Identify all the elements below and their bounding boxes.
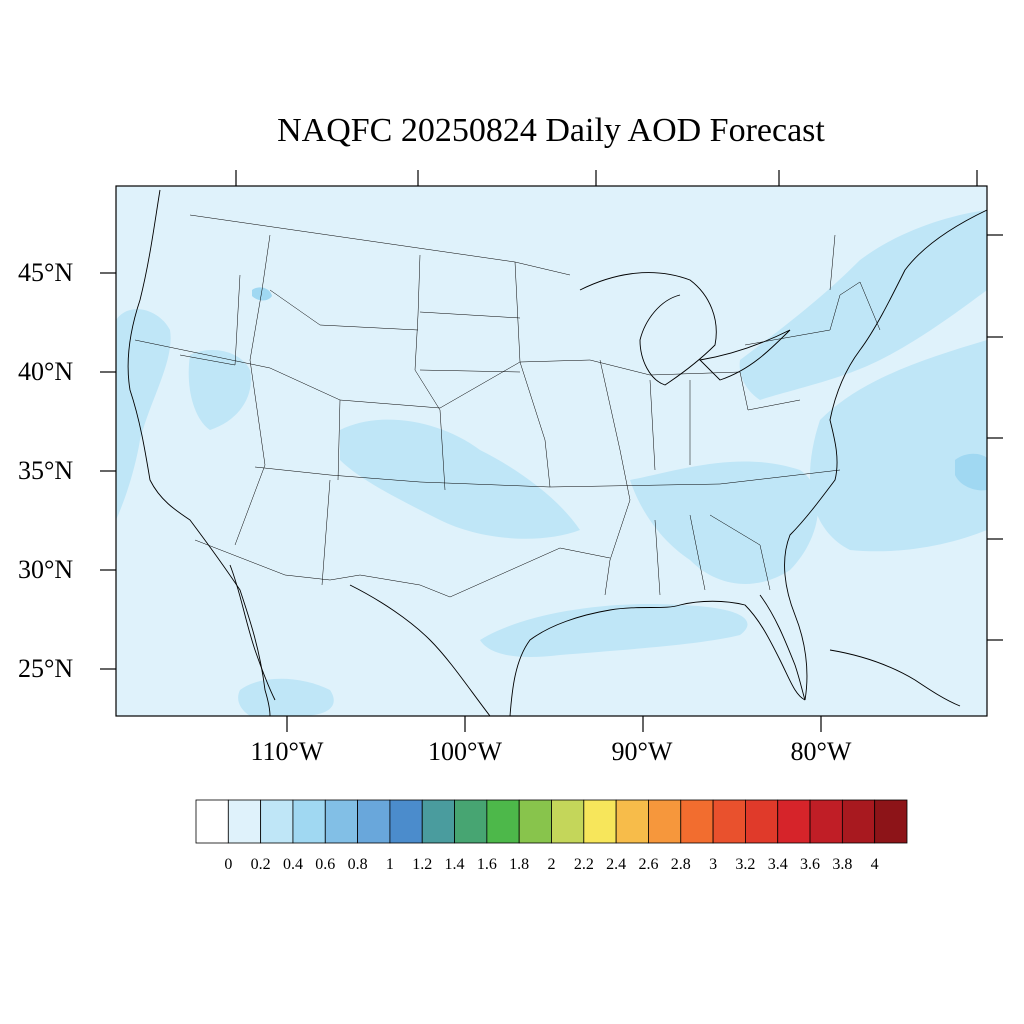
colorbar-cell [615,799,649,844]
colorbar-cell [324,799,358,844]
colorbar-label: 2.4 [606,856,627,873]
colorbar-cell [777,799,811,844]
state-borders [134,214,881,598]
lon-label-100w: 100°W [428,737,502,766]
colorbar-cell [809,799,843,844]
colorbar-label: 1 [385,856,394,873]
colorbar-label: 3.4 [767,856,788,873]
colorbar-cell [260,799,294,844]
top-ticks [235,170,978,186]
coastlines [127,189,987,716]
colorbar-cell [518,799,552,844]
colorbar-label: 4 [870,856,879,873]
colorbar-cell [551,799,585,844]
aod-plume-strong-atlantic [955,453,987,491]
colorbar-label: 2.2 [573,856,594,873]
lat-label-45n: 45°N [18,258,74,287]
colorbar-cell [841,799,876,844]
lon-label-90w: 90°W [611,737,673,766]
colorbar-label: 2 [547,856,556,873]
gulf-coast [349,584,806,716]
lat-label-35n: 35°N [18,456,74,485]
aod-plume-strong-idaho [252,287,272,301]
colorbar-label: 3.6 [800,856,821,873]
map-title: NAQFC 20250824 Daily AOD Forecast [277,112,825,149]
colorbar-cell [292,799,326,844]
aod-plume-great-basin [188,350,251,430]
colorbar-cell [357,799,391,844]
colorbar-cell [712,799,746,844]
colorbar [195,799,908,844]
bottom-ticks [286,716,822,732]
colorbar-label: 0 [224,856,233,873]
colorbar-label: 1.2 [412,856,433,873]
colorbar-label: 1.6 [476,856,497,873]
colorbar-label: 0.6 [315,856,336,873]
west-coast [127,189,271,716]
colorbar-label: 0.2 [250,856,271,873]
florida [759,594,806,701]
lat-label-40n: 40°N [18,357,74,386]
colorbar-label: 0.8 [347,856,368,873]
colorbar-cell [227,799,262,844]
aod-plume-southeast [630,461,819,584]
colorbar-cell [648,799,682,844]
aod-plume-mexico [238,678,334,716]
lon-label-80w: 80°W [790,737,852,766]
colorbar-cell [583,799,617,844]
colorbar-cell [195,799,229,844]
lat-label-25n: 25°N [18,654,74,683]
colorbar-cell [486,799,520,844]
east-coast [784,209,987,701]
colorbar-label: 3 [709,856,718,873]
colorbar-cell [745,799,779,844]
cuba [829,649,961,707]
colorbar-label: 3.2 [735,856,756,873]
aod-plume-atlantic [810,340,987,552]
lat-label-30n: 30°N [18,555,74,584]
aod-plume-pacific [116,309,171,520]
lon-label-110w: 110°W [250,737,324,766]
baja-coast [229,564,276,701]
colorbar-label: 1.8 [509,856,530,873]
aod-plume-southern-plains [340,419,580,539]
colorbar-label: 2.6 [638,856,659,873]
aod-plume-northeast [739,210,987,400]
colorbar-label: 0.4 [282,856,303,873]
aod-plume-gulf [480,604,748,658]
right-ticks [987,234,1003,641]
colorbar-cell [680,799,714,844]
colorbar-cell [421,799,455,844]
left-ticks [100,272,116,670]
colorbar-label: 3.8 [832,856,853,873]
colorbar-cell [389,799,423,844]
colorbar-label: 2.8 [670,856,691,873]
colorbar-label: 1.4 [444,856,465,873]
colorbar-cell [874,799,908,844]
colorbar-cell [454,799,488,844]
aod-contours [116,189,987,716]
